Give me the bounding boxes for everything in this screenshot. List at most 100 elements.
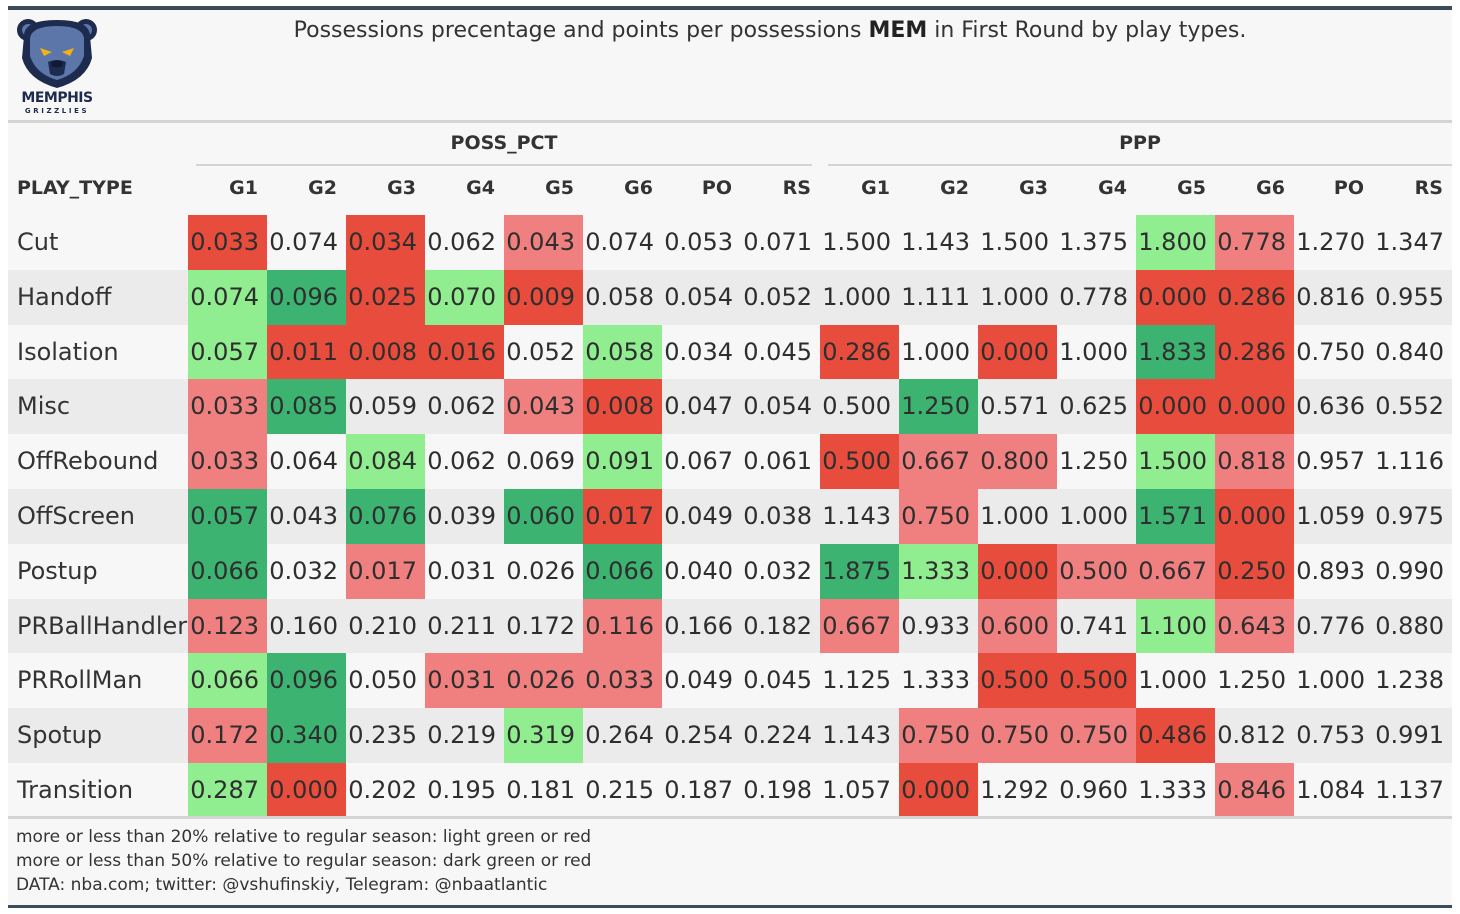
table-cell-poss-pct-g3: 0.059 <box>348 392 417 421</box>
table-cell-poss-pct-g6: 0.264 <box>585 721 654 750</box>
table-cell-poss-pct-g6: 0.074 <box>585 228 654 256</box>
table-cell-ppp-g3: 0.800 <box>978 434 1057 490</box>
row-label-spotup: Spotup <box>17 721 103 750</box>
group-underline-poss-pct <box>196 164 812 166</box>
table-cell-ppp-g6: 0.286 <box>1215 269 1294 325</box>
table-cell-ppp-po: 0.893 <box>1296 556 1365 585</box>
row-label-handoff: Handoff <box>17 282 112 311</box>
table-cell-ppp-g5: 1.333 <box>1138 776 1207 804</box>
table-cell-poss-pct-po: 0.040 <box>664 556 733 585</box>
table-cell-poss-pct-g2: 0.064 <box>269 447 338 476</box>
title-suffix: in First Round by play types. <box>927 18 1247 43</box>
table-cell-ppp-g4: 1.000 <box>1059 337 1128 366</box>
row-label-prrollman: PRRollMan <box>17 666 143 695</box>
table-cell-poss-pct-g2: 0.096 <box>267 653 346 709</box>
table-cell-poss-pct-rs: 0.045 <box>743 666 812 695</box>
table-cell-ppp-g1: 0.500 <box>820 434 899 490</box>
table-cell-ppp-g4: 0.500 <box>1057 653 1136 709</box>
table-cell-poss-pct-g5: 0.043 <box>504 215 583 270</box>
table-cell-poss-pct-g1: 0.057 <box>188 324 267 380</box>
table-cell-poss-pct-g1: 0.057 <box>188 489 267 544</box>
table-cell-ppp-g2: 0.933 <box>901 611 970 640</box>
table-cell-ppp-po: 1.270 <box>1296 228 1365 256</box>
table-cell-ppp-g6: 0.812 <box>1217 721 1286 750</box>
table-cell-poss-pct-g3: 0.034 <box>346 215 425 270</box>
group-underline-ppp <box>828 164 1452 166</box>
table-cell-poss-pct-g2: 0.096 <box>267 269 346 325</box>
table-cell-poss-pct-g1: 0.033 <box>188 434 267 490</box>
table-cell-ppp-g3: 1.500 <box>980 228 1049 256</box>
table-cell-poss-pct-rs: 0.182 <box>743 611 812 640</box>
footnote-20pct: more or less than 20% relative to regula… <box>16 827 592 847</box>
table-cell-ppp-g2: 1.333 <box>899 543 978 599</box>
table-cell-poss-pct-po: 0.034 <box>664 337 733 366</box>
table-cell-ppp-g4: 0.625 <box>1059 392 1128 421</box>
table-cell-poss-pct-po: 0.166 <box>664 611 733 640</box>
table-cell-poss-pct-g6: 0.058 <box>583 324 662 380</box>
table-cell-ppp-rs: 0.955 <box>1375 282 1444 311</box>
table-cell-ppp-g5: 1.000 <box>1138 666 1207 695</box>
logo-wordmark: MEMPHIS <box>21 90 93 106</box>
table-cell-ppp-g3: 0.000 <box>978 543 1057 599</box>
column-header-ppp-g6: G6 <box>1256 177 1285 199</box>
table-cell-poss-pct-g5: 0.043 <box>504 379 583 435</box>
column-header-ppp-po: PO <box>1333 177 1364 199</box>
table-cell-ppp-g3: 0.500 <box>978 653 1057 709</box>
table-cell-ppp-g2: 1.250 <box>899 379 978 435</box>
table-cell-poss-pct-rs: 0.061 <box>743 447 812 476</box>
table-cell-poss-pct-g3: 0.210 <box>348 611 417 640</box>
table-cell-ppp-g5: 1.833 <box>1136 324 1215 380</box>
table-cell-ppp-g2: 0.750 <box>899 708 978 764</box>
table-cell-poss-pct-g4: 0.031 <box>427 556 496 585</box>
row-label-transition: Transition <box>17 776 134 804</box>
title-team: MEM <box>868 18 928 43</box>
table-cell-ppp-g3: 0.000 <box>978 324 1057 380</box>
table-cell-ppp-po: 1.084 <box>1296 776 1365 804</box>
table-cell-poss-pct-rs: 0.071 <box>743 228 812 256</box>
table-cell-ppp-g5: 1.571 <box>1136 489 1215 544</box>
table-cell-ppp-rs: 0.840 <box>1375 337 1444 366</box>
table-cell-poss-pct-rs: 0.198 <box>743 776 812 804</box>
column-header-ppp-g2: G2 <box>940 177 969 199</box>
table-cell-ppp-rs: 1.347 <box>1375 228 1444 256</box>
table-cell-poss-pct-g2: 0.074 <box>269 228 338 256</box>
table-cell-ppp-g1: 1.057 <box>822 776 891 804</box>
table-cell-ppp-g6: 0.778 <box>1215 215 1294 270</box>
column-header-ppp-g3: G3 <box>1019 177 1048 199</box>
table-cell-ppp-g1: 1.143 <box>822 721 891 750</box>
title-prefix: Possessions precentage and points per po… <box>293 18 869 43</box>
table-cell-poss-pct-g4: 0.039 <box>427 502 496 530</box>
table-cell-ppp-g3: 1.292 <box>980 776 1049 804</box>
table-cell-ppp-g2: 1.111 <box>901 282 970 311</box>
table-cell-poss-pct-g3: 0.235 <box>348 721 417 750</box>
table-cell-ppp-g6: 0.818 <box>1215 434 1294 490</box>
column-header-poss-pct-po: PO <box>701 177 732 199</box>
table-cell-ppp-g4: 0.778 <box>1059 282 1128 311</box>
table-cell-ppp-g6: 0.286 <box>1215 324 1294 380</box>
table-cell-ppp-g2: 1.333 <box>901 666 970 695</box>
table-cell-ppp-po: 0.753 <box>1296 721 1365 750</box>
table-cell-poss-pct-g6: 0.066 <box>583 543 662 599</box>
table-cell-ppp-g6: 0.643 <box>1215 598 1294 654</box>
table-cell-poss-pct-g6: 0.215 <box>585 776 654 804</box>
table-cell-ppp-g4: 0.960 <box>1059 776 1128 804</box>
table-cell-poss-pct-g1: 0.287 <box>188 763 267 818</box>
table-cell-poss-pct-g3: 0.050 <box>348 666 417 695</box>
row-label-misc: Misc <box>17 392 71 421</box>
table-cell-ppp-g6: 0.846 <box>1215 763 1294 818</box>
table-cell-poss-pct-g3: 0.008 <box>346 324 425 380</box>
column-header-poss-pct-rs: RS <box>782 177 811 199</box>
table-cell-ppp-g2: 1.000 <box>901 337 970 366</box>
table-cell-ppp-po: 0.750 <box>1296 337 1365 366</box>
table-cell-poss-pct-rs: 0.038 <box>743 502 812 530</box>
column-header-poss-pct-g6: G6 <box>624 177 653 199</box>
table-cell-ppp-g6: 1.250 <box>1217 666 1286 695</box>
header-rule <box>8 120 1452 123</box>
table-cell-poss-pct-g6: 0.017 <box>583 489 662 544</box>
table-cell-ppp-rs: 1.238 <box>1375 666 1444 695</box>
row-label-offrebound: OffRebound <box>17 447 159 476</box>
team-logo: MEMPHIS GRIZZLIES <box>14 14 100 115</box>
table-cell-ppp-rs: 0.880 <box>1375 611 1444 640</box>
data-source: DATA: nba.com; twitter: @vshufinskiy, Te… <box>16 875 548 895</box>
table-cell-ppp-rs: 0.991 <box>1375 721 1444 750</box>
